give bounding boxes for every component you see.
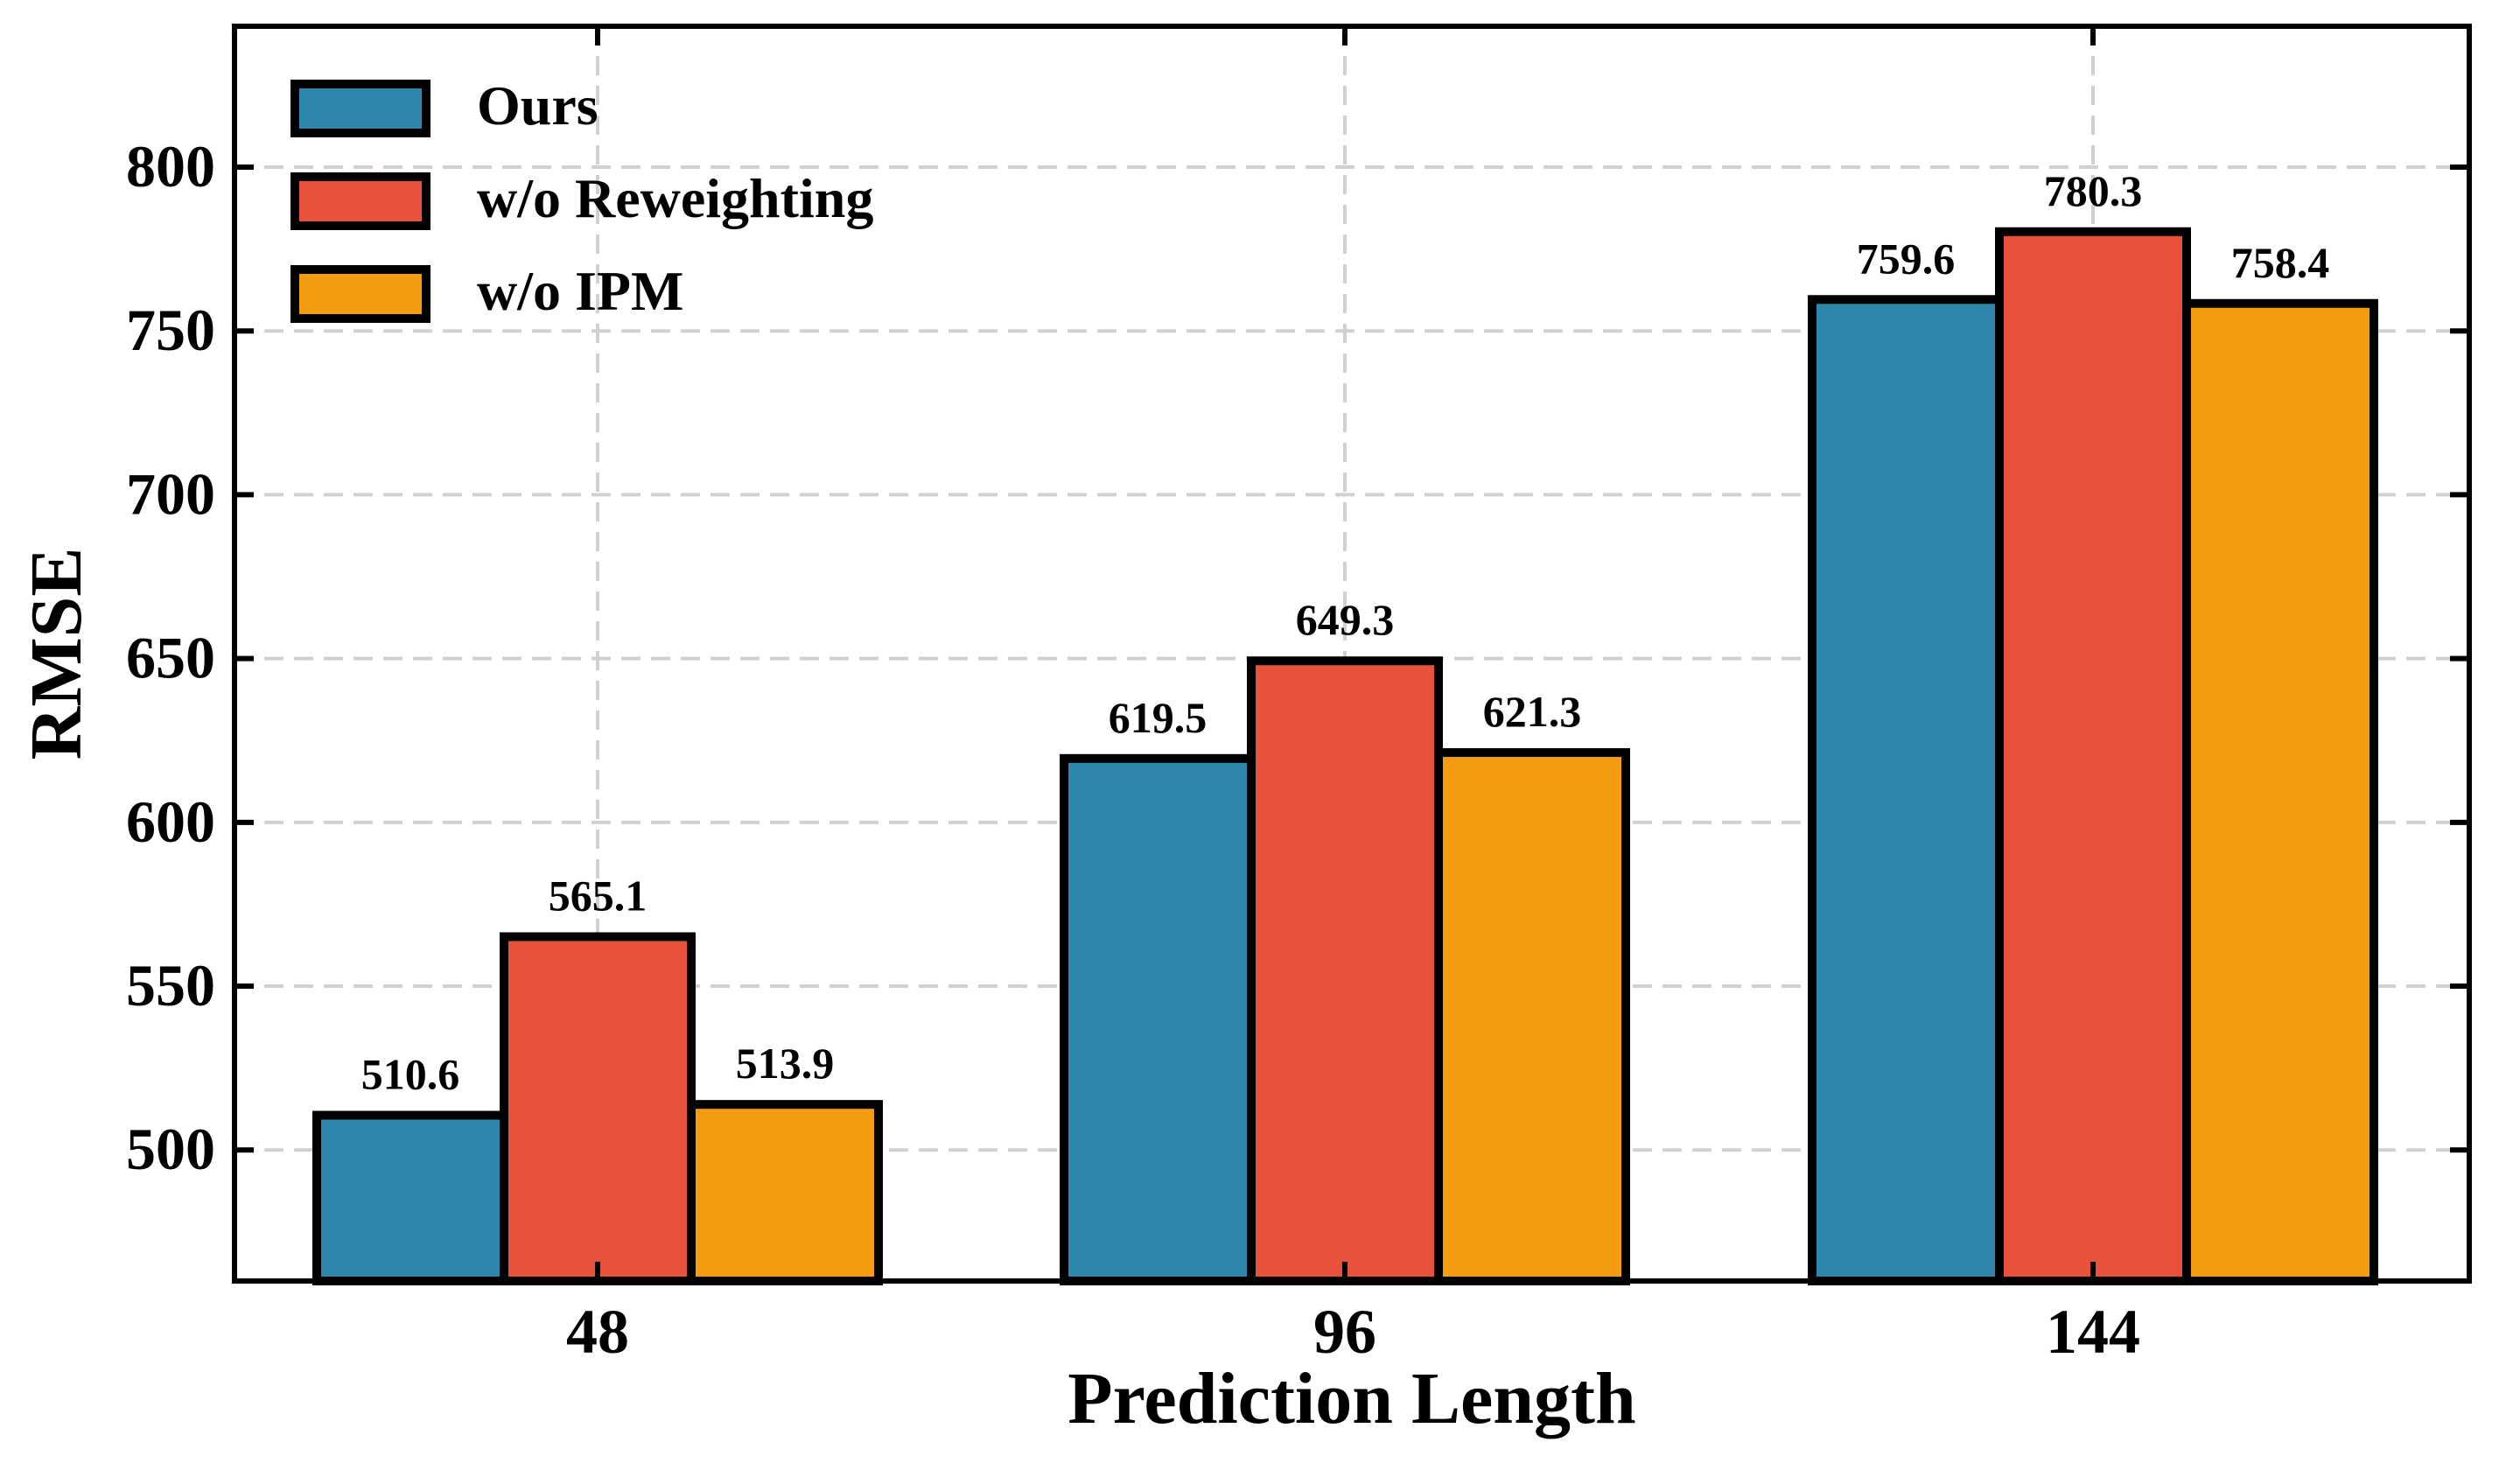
legend-swatch [290, 172, 430, 230]
bar [1995, 227, 2191, 1285]
y-tick-label: 500 [126, 1116, 215, 1182]
y-tick-label: 550 [126, 952, 215, 1018]
x-tick-label: 144 [2046, 1297, 2140, 1367]
bar-value-label: 649.3 [1296, 595, 1395, 644]
bar-value-label: 565.1 [549, 871, 648, 920]
bar [687, 1100, 883, 1285]
plot-frame [232, 24, 2472, 1284]
x-tick-label: 96 [1313, 1297, 1376, 1367]
bar [500, 932, 696, 1285]
legend-label: Ours [477, 74, 598, 136]
bar [1434, 748, 1630, 1285]
bar-value-label: 619.5 [1109, 693, 1208, 742]
bar-value-label: 759.6 [1857, 234, 1956, 283]
bar-value-label: 510.6 [361, 1050, 460, 1099]
x-tick-label: 48 [566, 1297, 629, 1367]
y-axis-title: RMSE [16, 548, 97, 760]
bar-value-label: 621.3 [1483, 687, 1582, 736]
bar [312, 1110, 508, 1285]
y-tick-label: 700 [126, 460, 215, 527]
bar [1808, 295, 2004, 1286]
bar [1060, 753, 1256, 1285]
ticks-layer [234, 26, 2469, 1281]
x-axis-title: Prediction Length [1068, 1358, 1635, 1439]
y-tick-label: 650 [126, 625, 215, 691]
legend-label: w/o IPM [477, 260, 683, 322]
y-tick-label: 600 [126, 788, 215, 855]
bar [2182, 298, 2378, 1285]
legend-swatch [290, 80, 430, 137]
bar-value-label: 780.3 [2044, 166, 2143, 215]
y-tick-label: 800 [126, 133, 215, 200]
legend: Ours w/o Reweighting w/o IPM [290, 74, 873, 323]
legend-swatch [290, 265, 430, 323]
legend-label: w/o Reweighting [477, 167, 873, 229]
labels-layer: 500 550 600 650 700 750 800 48 96 144 510.6 619.5 75… [126, 133, 2329, 1367]
bar [1247, 656, 1443, 1285]
bar-value-label: 758.4 [2231, 238, 2330, 287]
bar-value-label: 513.9 [736, 1039, 835, 1088]
y-tick-label: 750 [126, 297, 215, 363]
